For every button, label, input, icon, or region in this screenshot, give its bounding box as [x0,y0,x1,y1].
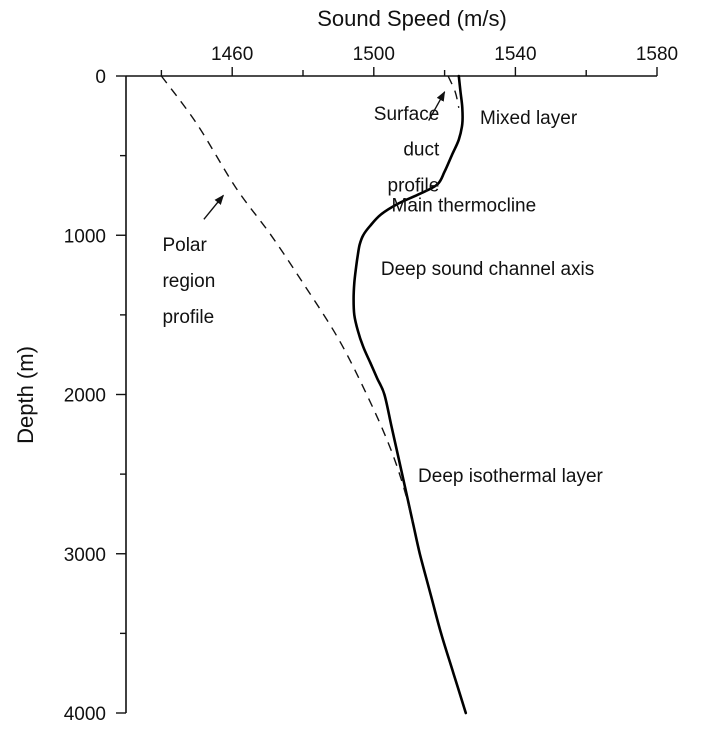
polar-region-label: Polar [162,235,207,256]
annotation-layer: Surface duct profile Mixed layer Main thermo… [162,91,604,487]
surface-duct-annotation: Surface duct profile [374,91,446,196]
y-tick-label: 4000 [64,704,106,725]
surface-duct-arrow [428,91,446,121]
y-tick-label: 1000 [64,226,106,247]
x-tick-label: 1580 [636,44,678,65]
axes-layer: 1460 1500 1540 1580 0 1000 2000 3000 4000 [64,44,678,725]
x-tick-label: 1460 [211,44,253,65]
x-axis-title: Sound Speed (m/s) [317,6,507,31]
main-thermocline-annotation: Main thermocline [392,195,537,216]
surface-duct-label: profile [388,175,440,196]
main-thermocline-label: Main thermocline [392,195,537,216]
surface-duct-label: duct [403,140,440,161]
mixed-layer-annotation: Mixed layer [480,108,578,129]
y-axis-title: Depth (m) [13,346,38,444]
deep-isothermal-layer-label: Deep isothermal layer [418,466,603,487]
polar-region-label: region [162,271,215,292]
y-tick-label: 2000 [64,386,106,407]
polar-region-arrow [203,194,224,220]
series-layer [160,74,468,715]
mixed-layer-label: Mixed layer [480,108,578,129]
y-tick-label: 0 [95,67,106,88]
surface-duct-label: Surface [374,104,439,125]
x-tick-label: 1540 [494,44,536,65]
deep-isothermal-layer-annotation: Deep isothermal layer [418,466,603,487]
y-tick-label: 3000 [64,545,106,566]
polar-region-annotation: Polar region profile [162,194,224,328]
x-tick-label: 1500 [353,44,395,65]
profile-line-1 [352,74,468,715]
profile-line-3 [447,75,460,108]
deep-sound-channel-axis-label: Deep sound channel axis [381,259,594,280]
deep-sound-channel-axis-annotation: Deep sound channel axis [381,259,594,280]
polar-region-label: profile [162,307,214,328]
profile-line-2 [160,75,414,523]
